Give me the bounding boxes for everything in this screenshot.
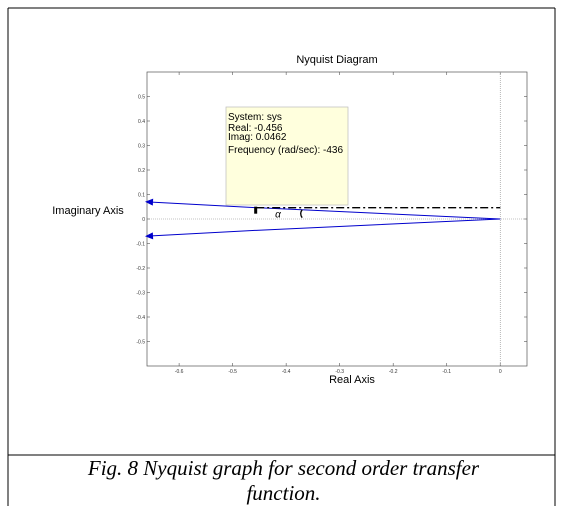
datatip-line4: Frequency (rad/sec): -436	[228, 145, 343, 156]
figure-caption-line2: function.	[246, 481, 321, 505]
x-tick-label: 0	[499, 369, 502, 375]
datatip-marker	[254, 206, 258, 214]
alpha-annotation: α	[256, 207, 501, 221]
angle-arc	[300, 209, 303, 219]
y-tick-label: 0.5	[138, 95, 145, 101]
x-tick-label: -0.1	[442, 369, 451, 375]
alpha-label: α	[275, 210, 281, 221]
axis-ticks: -0.6 -0.5 -0.4 -0.3 -0.2 -0.1 0 0.5 0.4 0.3 0.2 0.1…	[136, 72, 527, 375]
x-tick-label: -0.4	[282, 369, 291, 375]
y-tick-label: -0.2	[136, 266, 145, 272]
x-tick-label: -0.3	[335, 369, 344, 375]
chart-title: Nyquist Diagram	[296, 54, 377, 66]
y-tick-label: -0.5	[136, 340, 145, 346]
y-tick-label: -0.1	[136, 242, 145, 248]
x-tick-label: -0.5	[228, 369, 237, 375]
y-tick-label: 0.4	[138, 119, 145, 125]
datatip-line2: Real: -0.456	[228, 123, 283, 134]
figure-caption-line1: Fig. 8 Nyquist graph for second order tr…	[87, 456, 480, 480]
y-tick-label: 0.1	[138, 193, 145, 199]
nyquist-arrow-upper	[145, 198, 154, 206]
y-axis-label: Imaginary Axis	[52, 205, 124, 217]
nyquist-branch-lower	[146, 218, 501, 237]
datatip-line3: Imag: 0.0462	[228, 132, 287, 143]
datatip: System: sys Real: -0.456 Imag: 0.0462 Fr…	[225, 106, 349, 206]
x-tick-label: -0.2	[389, 369, 398, 375]
nyquist-arrow-lower	[145, 232, 154, 240]
y-tick-label: 0	[142, 217, 145, 223]
x-tick-label: -0.6	[175, 369, 184, 375]
datatip-box	[225, 106, 349, 206]
y-tick-label: -0.4	[136, 315, 145, 321]
y-tick-label: 0.2	[138, 168, 145, 174]
x-axis-label: Real Axis	[329, 374, 375, 386]
y-tick-label: -0.3	[136, 291, 145, 297]
datatip-line1: System: sys	[228, 112, 282, 123]
y-tick-label: 0.3	[138, 144, 145, 150]
